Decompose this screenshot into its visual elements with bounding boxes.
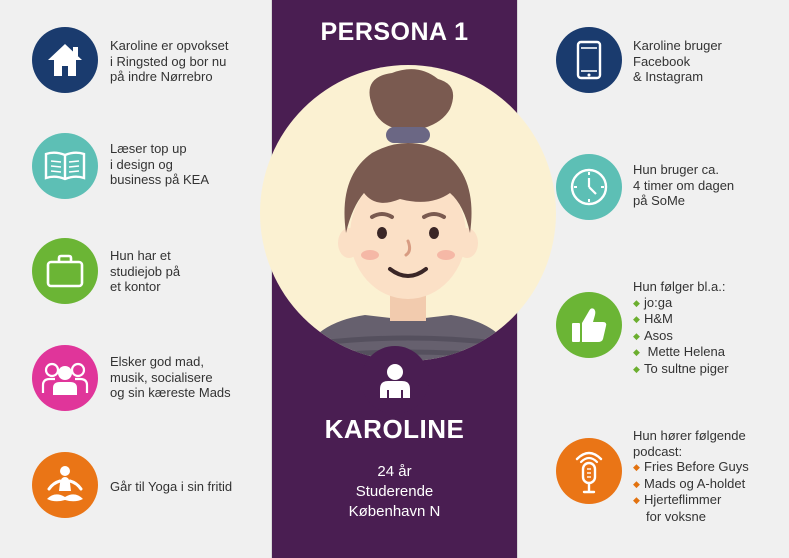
smartphone-icon xyxy=(556,27,622,93)
yoga-icon xyxy=(32,452,98,518)
persona-title: PERSONA 1 xyxy=(320,18,469,46)
follows-bullet: ◆ H&M xyxy=(633,311,673,326)
podcast-bullet: ◆ Hjerteflimmer xyxy=(633,492,722,507)
user-avatar-icon xyxy=(361,346,429,414)
follows-bullet: ◆ Mette Helena xyxy=(633,344,725,359)
thumbs-up-icon xyxy=(556,292,622,358)
podcast-continuation: for voksne xyxy=(646,508,706,524)
persona-name: KAROLINE xyxy=(324,414,465,444)
right-item-time-text: Hun bruger ca. 4 timer om dagen på SoMe xyxy=(633,162,735,208)
persona-city: København N xyxy=(348,503,441,520)
left-item-yoga-text: Går til Yoga i sin fritid xyxy=(110,479,233,494)
left-item-origin-text: Karoline er opvokset i Ringsted og bor n… xyxy=(110,38,229,84)
persona-info: 24 år Studerende København N xyxy=(272,462,517,522)
persona-age: 24 år xyxy=(377,463,412,480)
open-book-icon xyxy=(32,133,98,199)
persona-portrait xyxy=(260,65,556,361)
group-icon xyxy=(32,345,98,411)
right-item-social-text: Karoline bruger Facebook & Instagram xyxy=(633,38,722,84)
house-icon xyxy=(32,27,98,93)
microphone-icon xyxy=(556,438,622,504)
left-item-study-text: Læser top up i design og business på KEA xyxy=(110,141,210,187)
right-item-podcast-text: Hun hører følgende podcast: ◆ Fries Befor… xyxy=(633,428,749,524)
follows-bullet: ◆ To sultne piger xyxy=(633,360,729,376)
left-item-interests-text: Elsker god mad, musik, socialisere og si… xyxy=(110,354,231,400)
clock-icon xyxy=(556,154,622,220)
left-item-job-text: Hun har et studiejob på et kontor xyxy=(110,248,181,294)
podcast-bullet: ◆ Mads og A-holdet xyxy=(633,475,746,491)
persona-occupation: Studerende xyxy=(355,483,434,500)
follows-bullet: ◆ jo:ga xyxy=(633,294,673,310)
podcast-bullet: ◆ Fries Before Guys xyxy=(633,459,749,474)
briefcase-icon xyxy=(32,238,98,304)
right-item-follows-text: Hun følger bl.a.: ◆ jo:ga ◆ H&M ◆ Asos ◆ Me… xyxy=(633,279,729,376)
woman-illustration xyxy=(300,69,516,361)
follows-bullet: ◆ Asos xyxy=(633,327,673,343)
